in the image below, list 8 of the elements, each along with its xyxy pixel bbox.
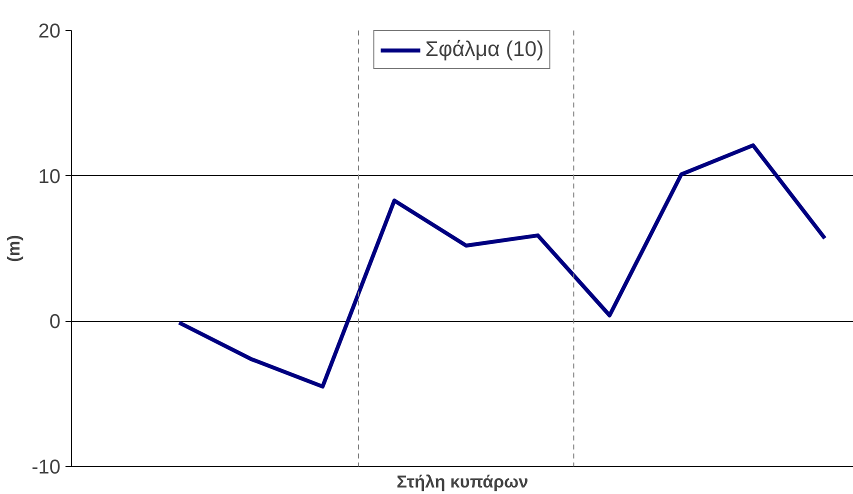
y-tick-label: -10: [32, 456, 60, 478]
y-tick-label: 0: [49, 311, 60, 334]
x-axis-title: Στήλη κυπάρων: [396, 472, 528, 492]
y-axis-title: (m): [4, 235, 24, 262]
y-tick-label: 20: [38, 20, 61, 42]
y-tick-label: 10: [38, 166, 61, 188]
line-series: [177, 143, 827, 389]
legend-label: Σφάλμα (10): [425, 37, 544, 62]
